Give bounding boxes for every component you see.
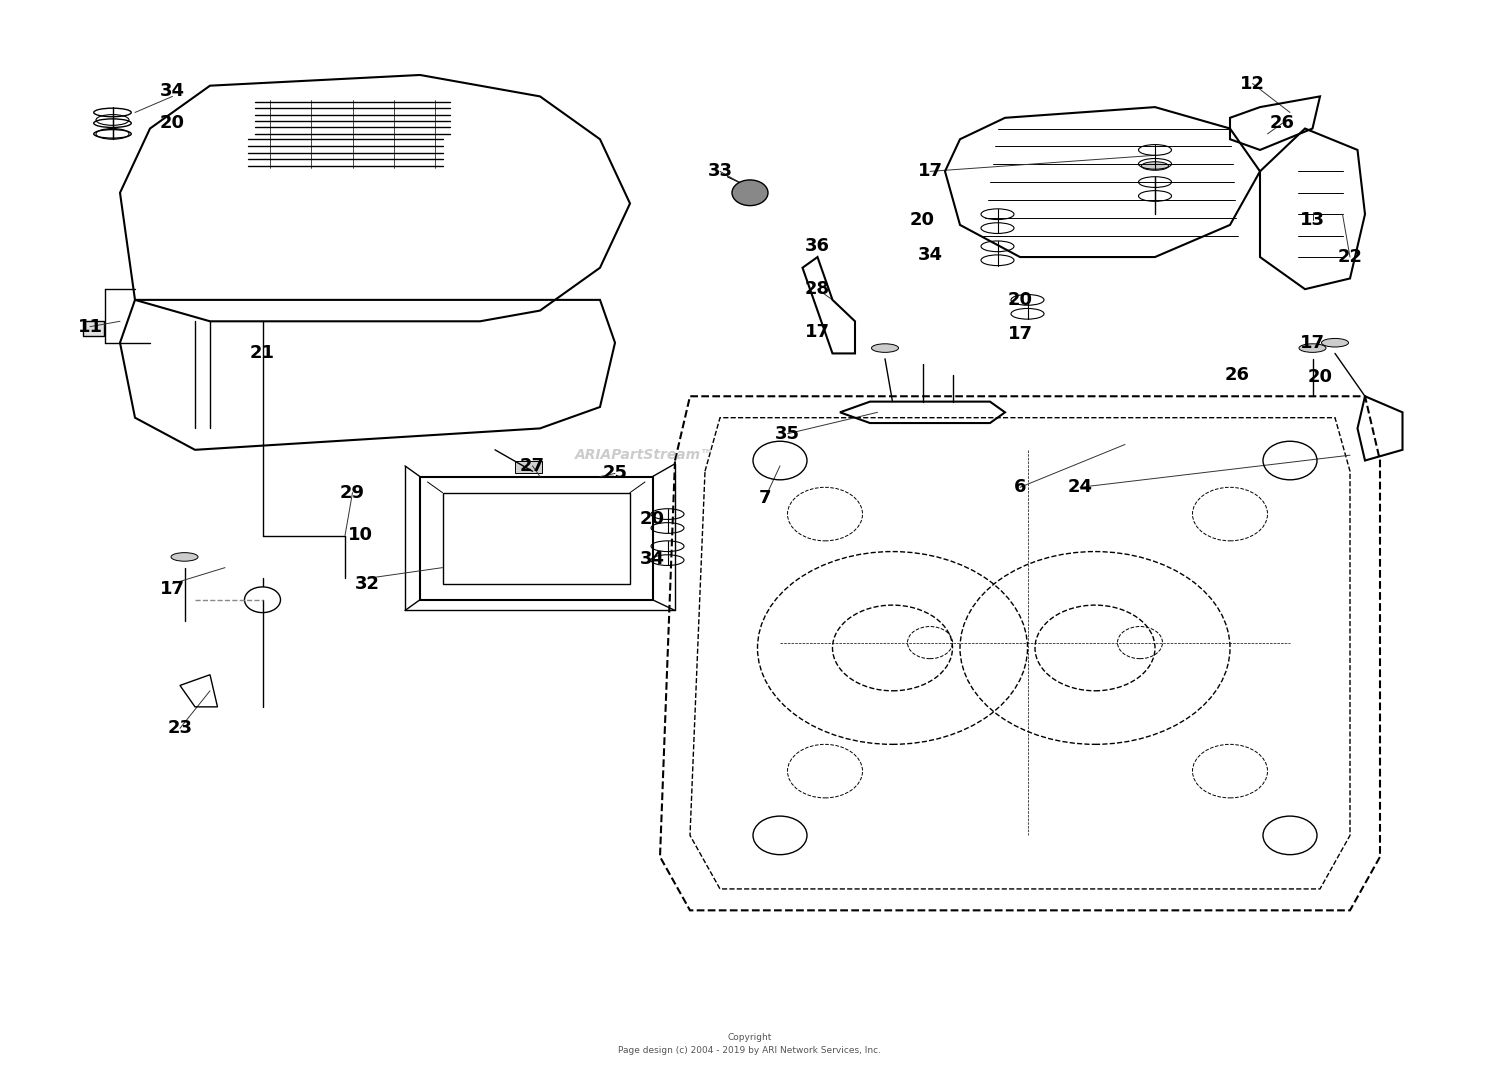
Circle shape [732, 180, 768, 206]
Text: 25: 25 [603, 465, 627, 482]
Text: 20: 20 [1008, 291, 1032, 308]
Text: 17: 17 [1300, 334, 1324, 351]
Text: 26: 26 [1270, 115, 1294, 132]
Text: 32: 32 [356, 575, 380, 592]
Text: 20: 20 [910, 211, 934, 228]
Text: 34: 34 [640, 550, 664, 568]
Text: 20: 20 [640, 511, 664, 528]
Ellipse shape [871, 344, 898, 352]
Text: 23: 23 [168, 720, 192, 737]
Text: 21: 21 [251, 345, 274, 362]
Text: 20: 20 [1308, 368, 1332, 386]
Text: 20: 20 [160, 115, 184, 132]
Text: 28: 28 [806, 281, 830, 298]
Text: 17: 17 [160, 580, 184, 598]
Ellipse shape [1322, 338, 1348, 347]
Text: 11: 11 [78, 318, 102, 335]
Ellipse shape [171, 553, 198, 561]
Text: 24: 24 [1068, 479, 1092, 496]
Bar [82, 321, 104, 336]
Text: 17: 17 [806, 323, 830, 341]
Text: 34: 34 [918, 246, 942, 263]
Ellipse shape [1299, 344, 1326, 352]
Text: 36: 36 [806, 238, 830, 255]
Text: 12: 12 [1240, 75, 1264, 92]
Text: 17: 17 [918, 163, 942, 180]
Text: 35: 35 [776, 425, 800, 442]
Text: 29: 29 [340, 484, 364, 501]
Text: 34: 34 [160, 82, 184, 100]
Text: 10: 10 [348, 527, 372, 544]
Bar [514, 461, 541, 473]
Ellipse shape [1142, 162, 1168, 170]
Text: 17: 17 [1008, 326, 1032, 343]
Text: 27: 27 [520, 457, 544, 474]
Text: 13: 13 [1300, 211, 1324, 228]
Text: 22: 22 [1338, 248, 1362, 266]
Text: 26: 26 [1226, 366, 1250, 383]
Text: 6: 6 [1014, 479, 1026, 496]
Text: ARIAPartStream™: ARIAPartStream™ [574, 448, 716, 463]
Text: Copyright
Page design (c) 2004 - 2019 by ARI Network Services, Inc.: Copyright Page design (c) 2004 - 2019 by… [618, 1034, 882, 1055]
Text: 33: 33 [708, 163, 732, 180]
Text: 7: 7 [759, 489, 771, 507]
